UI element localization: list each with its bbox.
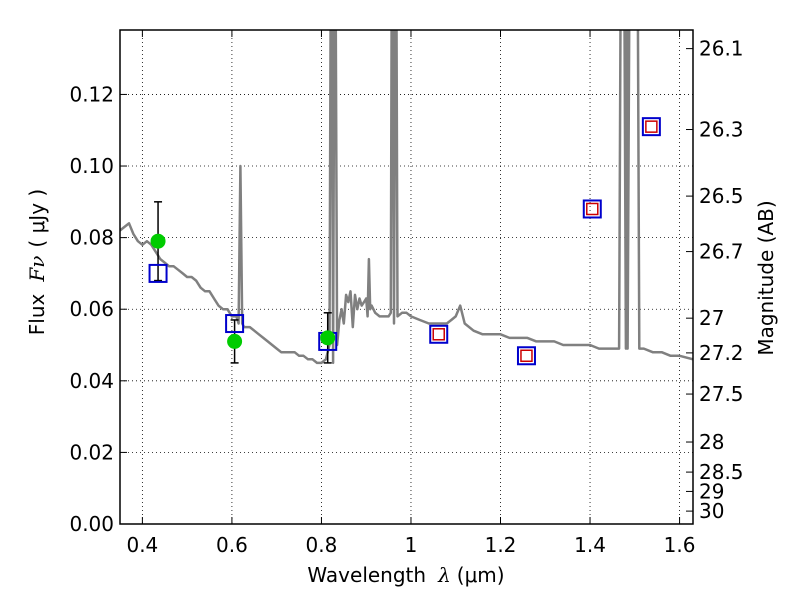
y-tick-label: 0.00 bbox=[69, 512, 114, 536]
x-tick-label: 1.4 bbox=[574, 533, 606, 557]
y2-tick-label: 26.7 bbox=[699, 240, 744, 264]
x-tick-label: 0.6 bbox=[216, 533, 248, 557]
observed-optical-marker bbox=[227, 333, 243, 349]
observed-optical-marker bbox=[150, 233, 166, 249]
y2-tick-label: 28 bbox=[699, 430, 724, 454]
x-tick-label: 1.2 bbox=[485, 533, 517, 557]
y-tick-label: 0.04 bbox=[69, 369, 114, 393]
x-tick-label: 0.8 bbox=[306, 533, 338, 557]
y2-tick-label: 26.3 bbox=[699, 118, 744, 142]
model-photometry-marker bbox=[516, 346, 536, 366]
y-tick-label: 0.02 bbox=[69, 440, 114, 464]
y2-axis-label: Magnitude (AB) bbox=[754, 200, 778, 355]
x-axis-label: Wavelength λ (μm) bbox=[307, 563, 504, 587]
y-tick-label: 0.12 bbox=[69, 82, 114, 106]
y2-tick-label: 27.5 bbox=[699, 382, 744, 406]
model-photometry-marker bbox=[582, 199, 602, 219]
sed-model-line bbox=[120, 30, 693, 365]
axes: 0.4 0.6 0.8 1 1.2 1.4 1.6 0.00 0.02 0.04 0.06 0.08 0… bbox=[69, 30, 744, 557]
model-photometry-marker bbox=[148, 263, 168, 283]
observed-optical-marker bbox=[320, 330, 336, 346]
y2-tick-label: 26.5 bbox=[699, 184, 744, 208]
y-tick-label: 0.10 bbox=[69, 154, 114, 178]
y2-tick-label: 26.1 bbox=[699, 37, 744, 61]
x-tick-label: 0.4 bbox=[126, 533, 158, 557]
x-tick-label: 1.6 bbox=[664, 533, 696, 557]
y-axis-label: FluxFν( μJy ) bbox=[25, 189, 49, 335]
plot-series bbox=[120, 30, 693, 366]
model-photometry-marker bbox=[225, 314, 245, 334]
observed-nir-marker bbox=[586, 202, 599, 216]
y2-tick-label: 27.2 bbox=[699, 341, 744, 365]
model-photometry-marker bbox=[429, 324, 449, 344]
y-tick-label: 0.06 bbox=[69, 297, 114, 321]
y2-tick-label: 29 bbox=[699, 479, 724, 503]
y2-tick-label: 28.5 bbox=[699, 460, 744, 484]
observed-nir-marker bbox=[520, 349, 533, 363]
x-tick-label: 1 bbox=[405, 533, 418, 557]
y2-tick-label: 27 bbox=[699, 306, 724, 330]
y-tick-label: 0.08 bbox=[69, 226, 114, 250]
plot-frame bbox=[119, 29, 694, 525]
observed-nir-marker bbox=[432, 328, 445, 341]
model-photometry-marker bbox=[641, 117, 661, 137]
y2-tick-label: 30 bbox=[699, 499, 724, 523]
observed-nir-marker bbox=[645, 120, 658, 133]
